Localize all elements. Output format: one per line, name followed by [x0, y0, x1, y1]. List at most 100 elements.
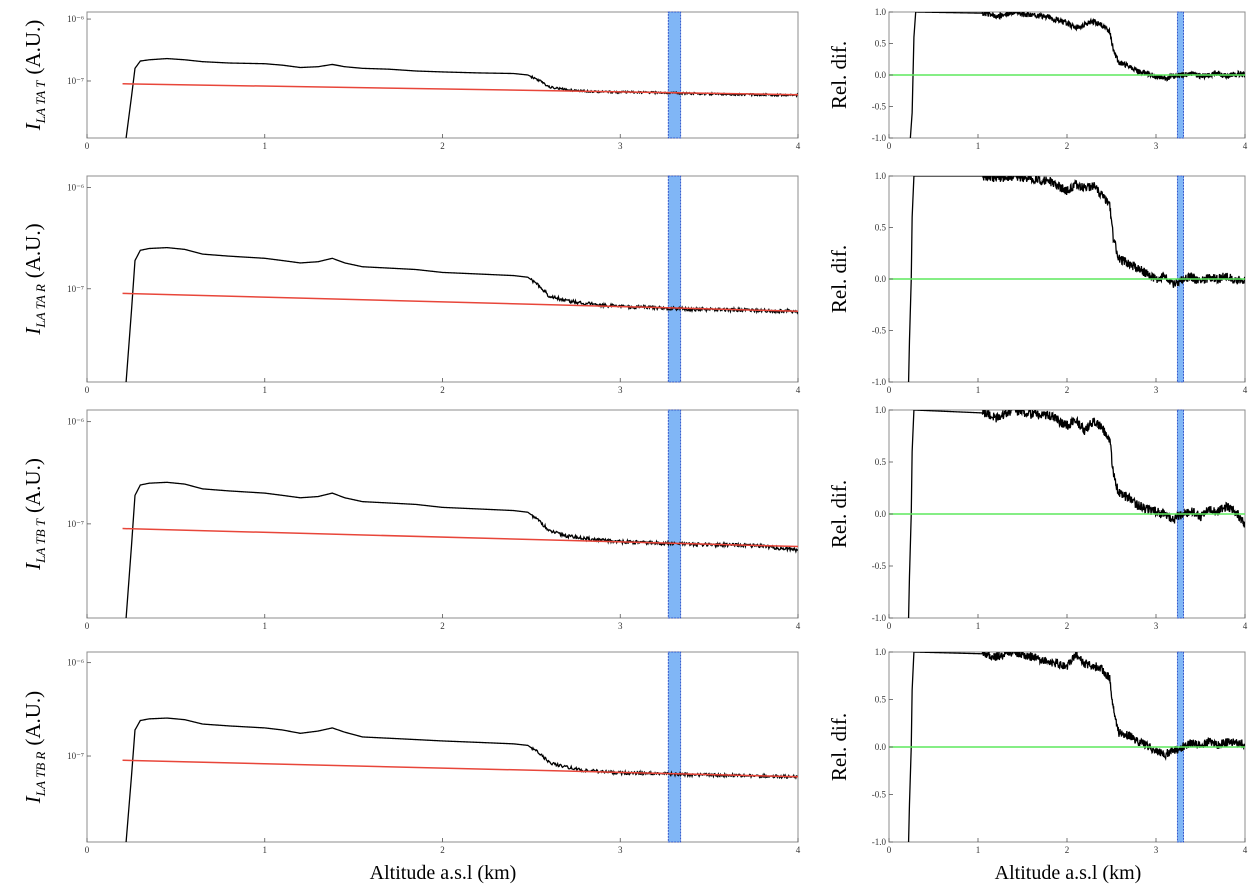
panel-intensity-3: 0 1 2 3 4 10⁻⁷ 10⁻⁶ ILA TB T (A.U.)	[21, 409, 801, 631]
y-tick-label-reldif-2: 1.0	[875, 171, 887, 181]
y-axis-label-reldif-3: Rel. dif.	[827, 480, 851, 548]
y-axis-label-symbol: I	[21, 122, 45, 131]
x-tick-label-reldif-1: 0	[887, 141, 892, 151]
series-fit-intensity-2	[122, 292, 798, 312]
left-x-axis-label: Altitude a.s.l (km)	[370, 862, 517, 884]
y-axis-label-subscript: LA TB T	[33, 518, 48, 564]
x-tick-label-intensity-4: 4	[796, 845, 801, 855]
x-tick-label-intensity-1: 4	[796, 141, 801, 151]
series-fit-intensity-1	[122, 83, 798, 96]
y-tick-label-intensity-3: 10⁻⁷	[67, 519, 84, 529]
x-tick-label-reldif-3: 3	[1154, 621, 1159, 631]
y-axis-label-unit: (A.U.)	[21, 223, 45, 278]
series-fit-intensity-4	[122, 759, 798, 778]
y-axis-label-reldif-1: Rel. dif.	[827, 41, 851, 109]
y-tick-label-reldif-1: 1.0	[875, 7, 887, 17]
y-tick-label-reldif-1: -0.5	[872, 102, 887, 112]
x-tick-label-intensity-2: 4	[796, 385, 801, 395]
x-tick-label-reldif-2: 1	[976, 385, 981, 395]
x-tick-label-reldif-3: 2	[1065, 621, 1070, 631]
y-tick-label-reldif-4: -1.0	[872, 837, 887, 847]
x-tick-label-intensity-2: 1	[263, 385, 268, 395]
highlight-band-intensity-2	[667, 175, 682, 383]
series-group-reldif-1	[889, 12, 1245, 138]
x-tick-label-intensity-3: 2	[440, 621, 445, 631]
x-tick-label-reldif-3: 1	[976, 621, 981, 631]
x-tick-label-intensity-1: 1	[263, 141, 268, 151]
y-axis-label-reldif-2: Rel. dif.	[827, 245, 851, 313]
x-tick-label-intensity-4: 3	[618, 845, 623, 855]
y-tick-label-reldif-1: 0.0	[875, 70, 887, 80]
panel-reldif-1: 0 1 2 3 4 -1.0 -0.5 0.0 0.5 1.0 Rel. dif.	[827, 7, 1248, 151]
series-group-reldif-3	[889, 410, 1245, 618]
y-tick-label-intensity-4: 10⁻⁶	[67, 658, 84, 668]
series-reldif-reldif-4	[907, 652, 1245, 842]
series-group-intensity-3	[122, 481, 798, 618]
y-tick-label-reldif-4: 0.0	[875, 742, 887, 752]
x-tick-label-intensity-3: 4	[796, 621, 801, 631]
x-tick-label-reldif-2: 2	[1065, 385, 1070, 395]
series-group-intensity-4	[122, 717, 798, 842]
y-tick-label-reldif-1: 0.5	[875, 39, 887, 49]
series-group-intensity-1	[122, 57, 798, 138]
y-axis-label-subscript: LA TB R	[33, 752, 48, 798]
series-group-intensity-2	[122, 246, 798, 382]
y-tick-label-reldif-1: -1.0	[872, 133, 887, 143]
y-axis-label-intensity-4: ILA TB R (A.U.)	[21, 691, 48, 804]
y-tick-label-reldif-2: 0.5	[875, 223, 887, 233]
y-axis-label-symbol: I	[21, 795, 45, 804]
plot-frame-intensity-4	[86, 651, 799, 843]
y-axis-label-symbol: I	[21, 327, 45, 336]
x-tick-label-reldif-1: 4	[1243, 141, 1248, 151]
y-axis-label-intensity-1: ILA TA T (A.U.)	[21, 20, 48, 131]
y-tick-label-reldif-2: 0.0	[875, 274, 887, 284]
x-tick-label-intensity-4: 1	[263, 845, 268, 855]
x-tick-label-intensity-3: 1	[263, 621, 268, 631]
y-tick-label-reldif-2: -1.0	[872, 377, 887, 387]
x-tick-label-reldif-1: 3	[1154, 141, 1159, 151]
panel-intensity-1: 0 1 2 3 4 10⁻⁷ 10⁻⁶ ILA TA T (A.U.)	[21, 11, 801, 151]
y-tick-label-reldif-3: 1.0	[875, 405, 887, 415]
x-tick-label-reldif-2: 4	[1243, 385, 1248, 395]
x-tick-label-intensity-4: 0	[85, 845, 90, 855]
y-axis-label-subscript: LA TA R	[33, 284, 48, 328]
highlight-band-intensity-1	[667, 11, 682, 139]
x-tick-label-intensity-1: 2	[440, 141, 445, 151]
series-group-reldif-2	[889, 176, 1245, 382]
series-fit-intensity-3	[122, 527, 798, 548]
x-tick-label-intensity-2: 3	[618, 385, 623, 395]
x-tick-label-reldif-3: 4	[1243, 621, 1248, 631]
y-axis-label-intensity-3: ILA TB T (A.U.)	[21, 458, 48, 571]
y-tick-label-reldif-3: -0.5	[872, 561, 887, 571]
x-tick-label-reldif-1: 2	[1065, 141, 1070, 151]
y-axis-label-reldif-4: Rel. dif.	[827, 713, 851, 781]
highlight-band-intensity-3	[667, 409, 682, 619]
series-reldif-reldif-2	[907, 176, 1245, 382]
y-axis-label-unit: (A.U.)	[21, 20, 45, 75]
y-tick-label-intensity-2: 10⁻⁷	[67, 284, 84, 294]
x-tick-label-intensity-3: 0	[85, 621, 90, 631]
x-tick-label-reldif-2: 3	[1154, 385, 1159, 395]
x-tick-label-intensity-2: 2	[440, 385, 445, 395]
y-tick-label-reldif-3: 0.5	[875, 457, 887, 467]
y-tick-label-intensity-1: 10⁻⁶	[67, 14, 84, 24]
x-tick-label-reldif-1: 1	[976, 141, 981, 151]
y-tick-label-reldif-4: 1.0	[875, 647, 887, 657]
y-axis-label-symbol: I	[21, 562, 45, 571]
y-tick-label-intensity-1: 10⁻⁷	[67, 76, 84, 86]
y-tick-label-intensity-2: 10⁻⁶	[67, 183, 84, 193]
plot-frame-intensity-1	[86, 11, 799, 139]
y-tick-label-reldif-2: -0.5	[872, 326, 887, 336]
panel-reldif-2: 0 1 2 3 4 -1.0 -0.5 0.0 0.5 1.0 Rel. dif.	[827, 171, 1248, 395]
x-tick-label-reldif-4: 0	[887, 845, 892, 855]
y-axis-label-intensity-2: ILA TA R (A.U.)	[21, 223, 48, 335]
panel-intensity-4: 0 1 2 3 4 10⁻⁷ 10⁻⁶ ILA TB R (A.U.)	[21, 651, 801, 855]
y-tick-label-intensity-3: 10⁻⁶	[67, 417, 84, 427]
plot-frame-intensity-2	[86, 175, 799, 383]
right-x-axis-label: Altitude a.s.l (km)	[995, 862, 1142, 884]
y-tick-label-reldif-4: -0.5	[872, 790, 887, 800]
series-group-reldif-4	[889, 652, 1245, 842]
y-axis-label-unit: (A.U.)	[21, 691, 45, 746]
x-tick-label-reldif-2: 0	[887, 385, 892, 395]
